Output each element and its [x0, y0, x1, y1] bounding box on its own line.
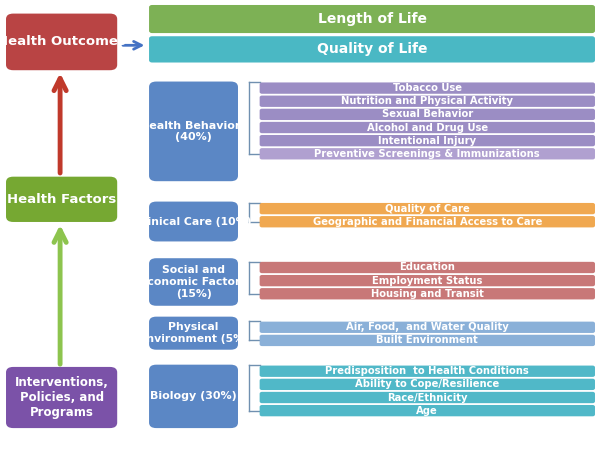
- FancyBboxPatch shape: [149, 365, 238, 428]
- FancyBboxPatch shape: [260, 82, 595, 94]
- FancyBboxPatch shape: [149, 82, 238, 181]
- FancyBboxPatch shape: [6, 14, 117, 70]
- FancyBboxPatch shape: [260, 288, 595, 299]
- Text: Sexual Behavior: Sexual Behavior: [382, 109, 473, 120]
- Text: Health Outcomes: Health Outcomes: [0, 35, 126, 48]
- FancyBboxPatch shape: [149, 36, 595, 63]
- Text: Predisposition  to Health Conditions: Predisposition to Health Conditions: [325, 366, 529, 376]
- FancyBboxPatch shape: [260, 322, 595, 333]
- FancyBboxPatch shape: [6, 177, 117, 222]
- Text: Nutrition and Physical Activity: Nutrition and Physical Activity: [341, 96, 513, 106]
- FancyBboxPatch shape: [260, 216, 595, 227]
- FancyBboxPatch shape: [260, 275, 595, 286]
- Text: Geographic and Financial Access to Care: Geographic and Financial Access to Care: [313, 217, 542, 227]
- Text: Education: Education: [400, 262, 455, 273]
- FancyBboxPatch shape: [260, 392, 595, 403]
- Text: Interventions,
Policies, and
Programs: Interventions, Policies, and Programs: [14, 376, 109, 419]
- Text: Quality of Care: Quality of Care: [385, 203, 470, 214]
- Text: Social and
Economic Factors
(15%): Social and Economic Factors (15%): [140, 265, 247, 299]
- Text: Built Environment: Built Environment: [376, 335, 478, 346]
- Text: Length of Life: Length of Life: [317, 12, 427, 26]
- FancyBboxPatch shape: [6, 367, 117, 428]
- FancyBboxPatch shape: [260, 122, 595, 133]
- Text: Health Factors: Health Factors: [7, 193, 116, 206]
- FancyBboxPatch shape: [260, 379, 595, 390]
- Text: Intentional Injury: Intentional Injury: [378, 135, 477, 146]
- FancyBboxPatch shape: [260, 96, 595, 107]
- FancyBboxPatch shape: [260, 366, 595, 377]
- Text: Physical
Environment (5%): Physical Environment (5%): [138, 323, 249, 344]
- FancyBboxPatch shape: [260, 135, 595, 146]
- FancyBboxPatch shape: [260, 109, 595, 120]
- FancyBboxPatch shape: [149, 5, 595, 33]
- Text: Health Behaviors
(40%): Health Behaviors (40%): [140, 120, 247, 142]
- Text: Race/Ethnicity: Race/Ethnicity: [387, 392, 468, 403]
- Text: Alcohol and Drug Use: Alcohol and Drug Use: [367, 122, 488, 133]
- FancyBboxPatch shape: [260, 335, 595, 346]
- Text: Age: Age: [416, 405, 438, 416]
- FancyBboxPatch shape: [149, 317, 238, 350]
- FancyBboxPatch shape: [260, 405, 595, 416]
- FancyBboxPatch shape: [149, 258, 238, 306]
- Text: Air, Food,  and Water Quality: Air, Food, and Water Quality: [346, 322, 508, 333]
- Text: Ability to Cope/Resilience: Ability to Cope/Resilience: [355, 379, 499, 390]
- Text: Biology (30%): Biology (30%): [150, 391, 237, 401]
- Text: Employment Status: Employment Status: [372, 275, 483, 286]
- FancyBboxPatch shape: [260, 262, 595, 273]
- FancyBboxPatch shape: [149, 202, 238, 241]
- Text: Housing and Transit: Housing and Transit: [371, 289, 484, 299]
- FancyBboxPatch shape: [260, 203, 595, 214]
- FancyBboxPatch shape: [260, 148, 595, 159]
- Text: Quality of Life: Quality of Life: [317, 43, 427, 56]
- Text: Clinical Care (10%): Clinical Care (10%): [136, 217, 251, 226]
- Text: Preventive Screenings & Immunizations: Preventive Screenings & Immunizations: [314, 149, 540, 159]
- Text: Tobacco Use: Tobacco Use: [393, 83, 462, 93]
